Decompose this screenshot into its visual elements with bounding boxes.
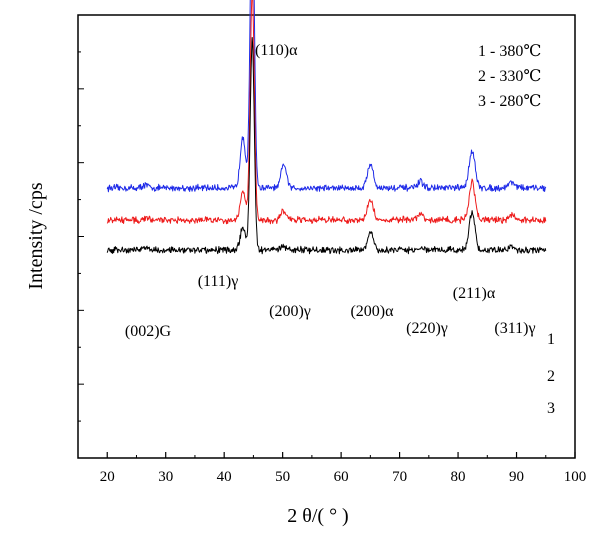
peak-annotations: (110)α (111)γ (200)γ (200)α (220)γ (211)α (311… bbox=[125, 42, 536, 340]
x-axis-title: 2 θ/( ° ) bbox=[287, 505, 348, 527]
x-tick-label: 60 bbox=[334, 469, 349, 485]
peak-label: (200)γ bbox=[269, 303, 311, 320]
legend-item: 1 - 380℃ bbox=[478, 43, 541, 60]
x-tick-label: 40 bbox=[217, 469, 232, 485]
curves bbox=[106, 0, 547, 255]
x-ticks: 20 30 40 50 60 70 80 90 100 bbox=[77, 452, 587, 485]
peak-label: (200)α bbox=[350, 303, 394, 320]
x-tick-label: 90 bbox=[509, 469, 524, 485]
y-ticks bbox=[78, 14, 84, 459]
peak-label: (111)γ bbox=[198, 273, 239, 290]
peak-label: (110)α bbox=[255, 42, 298, 59]
curve-number: 2 bbox=[547, 368, 555, 385]
series-3-line bbox=[106, 37, 547, 255]
peak-label: (211)α bbox=[453, 285, 496, 302]
curve-number: 3 bbox=[547, 400, 555, 417]
x-tick-label: 30 bbox=[158, 469, 173, 485]
peak-label: (220)γ bbox=[406, 320, 448, 337]
peak-label: (002)G bbox=[125, 323, 172, 340]
x-tick-label: 50 bbox=[275, 469, 290, 485]
y-axis-title: Intensity /cps bbox=[25, 182, 47, 289]
legend: 1 - 380℃ 2 - 330℃ 3 - 280℃ bbox=[478, 43, 541, 110]
x-tick-label: 80 bbox=[451, 469, 466, 485]
legend-item: 3 - 280℃ bbox=[478, 93, 541, 110]
series-1-line bbox=[106, 0, 547, 193]
curve-numbers: 1 2 3 bbox=[547, 331, 555, 417]
x-tick-label: 70 bbox=[392, 469, 407, 485]
legend-item: 2 - 330℃ bbox=[478, 68, 541, 85]
x-tick-label: 100 bbox=[564, 469, 587, 485]
curve-number: 1 bbox=[547, 331, 555, 348]
series-2-line bbox=[106, 0, 547, 225]
peak-label: (311)γ bbox=[494, 320, 535, 337]
x-tick-label: 20 bbox=[100, 469, 115, 485]
